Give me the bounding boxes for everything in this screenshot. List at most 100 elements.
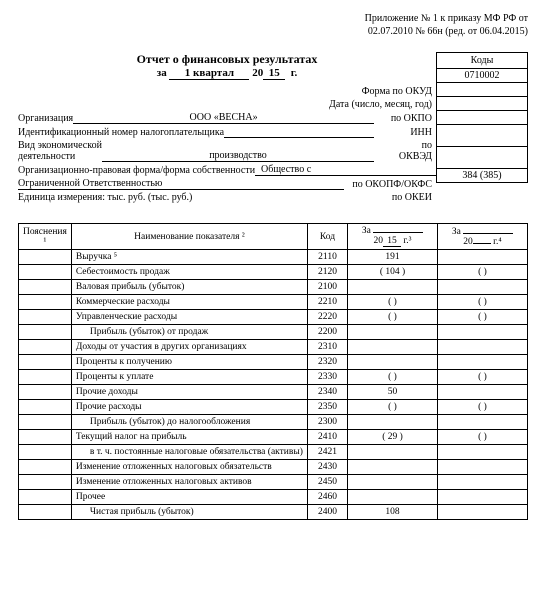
table-row: в т. ч. постоянные налоговые обязательст… <box>19 445 528 460</box>
cell-p2: ( ) <box>438 265 528 280</box>
cell-p1 <box>348 280 438 295</box>
period-year: 15 <box>263 67 285 80</box>
cell-p2 <box>438 280 528 295</box>
cell-expl <box>19 475 72 490</box>
cell-p2 <box>438 460 528 475</box>
cell-name: Управленческие расходы <box>71 310 307 325</box>
form-label: Организационно-правовая форма/форма собс… <box>18 165 255 176</box>
okved-value <box>437 125 528 147</box>
cell-name: Коммерческие расходы <box>71 295 307 310</box>
activity-label: Вид экономической деятельности <box>18 140 102 162</box>
inn-label: Идентификационный номер налогоплательщик… <box>18 127 224 138</box>
cell-code: 2350 <box>308 400 348 415</box>
cell-p1 <box>348 475 438 490</box>
table-row: Прочее2460 <box>19 490 528 505</box>
th-explanations: Пояснения ¹ <box>19 224 72 250</box>
cell-p2 <box>438 355 528 370</box>
cell-name: Проценты к получению <box>71 355 307 370</box>
cell-name: Прочие доходы <box>71 385 307 400</box>
org-value: ООО «ВЕСНА» <box>73 112 374 124</box>
cell-expl <box>19 445 72 460</box>
cell-name: Проценты к уплате <box>71 370 307 385</box>
period-prefix: за <box>157 67 167 79</box>
cell-expl <box>19 280 72 295</box>
cell-name: Изменение отложенных налоговых активов <box>71 475 307 490</box>
date-label: Дата (число, месяц, год) <box>329 99 436 110</box>
period-quarter: 1 квартал <box>169 67 249 80</box>
cell-expl <box>19 310 72 325</box>
appendix-line1: Приложение № 1 к приказу МФ РФ от <box>18 12 528 25</box>
cell-p2: ( ) <box>438 310 528 325</box>
cell-code: 2310 <box>308 340 348 355</box>
report-title: Отчет о финансовых результатах <box>18 52 436 67</box>
table-row: Проценты к получению2320 <box>19 355 528 370</box>
codes-header: Коды <box>437 53 528 69</box>
cell-expl <box>19 355 72 370</box>
table-row: Прочие доходы234050 <box>19 385 528 400</box>
cell-name: Доходы от участия в других организациях <box>71 340 307 355</box>
table-row: Валовая прибыль (убыток)2100 <box>19 280 528 295</box>
okpo-label: по ОКПО <box>374 113 436 124</box>
cell-code: 2460 <box>308 490 348 505</box>
cell-expl <box>19 265 72 280</box>
cell-p2 <box>438 250 528 265</box>
cell-code: 2110 <box>308 250 348 265</box>
cell-code: 2330 <box>308 370 348 385</box>
table-row: Изменение отложенных налоговых обязатель… <box>19 460 528 475</box>
cell-p1: ( ) <box>348 295 438 310</box>
cell-p1: ( ) <box>348 400 438 415</box>
cell-p2: ( ) <box>438 370 528 385</box>
cell-expl <box>19 430 72 445</box>
cell-name: Прибыль (убыток) от продаж <box>71 325 307 340</box>
cell-code: 2400 <box>308 505 348 520</box>
inn-value <box>224 126 374 138</box>
cell-p1: ( ) <box>348 370 438 385</box>
cell-expl <box>19 460 72 475</box>
org-label: Организация <box>18 113 73 124</box>
table-row: Коммерческие расходы2210( )( ) <box>19 295 528 310</box>
cell-name: Текущий налог на прибыль <box>71 430 307 445</box>
cell-p2 <box>438 325 528 340</box>
cell-name: Прочие расходы <box>71 400 307 415</box>
table-row: Доходы от участия в других организациях2… <box>19 340 528 355</box>
table-row: Проценты к уплате2330( )( ) <box>19 370 528 385</box>
cell-p1 <box>348 325 438 340</box>
th-name: Наименование показателя ² <box>71 224 307 250</box>
appendix-line2: 02.07.2010 № 66н (ред. от 06.04.2015) <box>18 25 528 38</box>
cell-code: 2300 <box>308 415 348 430</box>
cell-p2 <box>438 505 528 520</box>
table-row: Прочие расходы2350( )( ) <box>19 400 528 415</box>
cell-p1 <box>348 415 438 430</box>
cell-expl <box>19 325 72 340</box>
okei-label: по ОКЕИ <box>374 192 436 203</box>
form-value2: Ограниченной Ответственностью <box>18 178 344 190</box>
cell-expl <box>19 385 72 400</box>
report-period: за 1 квартал 2015 г. <box>18 67 436 80</box>
cell-p1 <box>348 460 438 475</box>
period-suffix: г. <box>291 67 298 79</box>
cell-code: 2120 <box>308 265 348 280</box>
inn-code-value <box>437 111 528 125</box>
appendix-note: Приложение № 1 к приказу МФ РФ от 02.07.… <box>18 12 528 38</box>
cell-p2 <box>438 490 528 505</box>
cell-p1: 50 <box>348 385 438 400</box>
cell-p1: ( ) <box>348 310 438 325</box>
table-row: Выручка ⁵2110191 <box>19 250 528 265</box>
cell-expl <box>19 250 72 265</box>
okud-value: 0710002 <box>437 69 528 83</box>
cell-expl <box>19 295 72 310</box>
okei-value: 384 (385) <box>437 169 528 183</box>
cell-name: Прочее <box>71 490 307 505</box>
main-table: Пояснения ¹ Наименование показателя ² Ко… <box>18 223 528 520</box>
cell-expl <box>19 340 72 355</box>
form-value: Общество с <box>255 164 436 176</box>
date-value <box>437 83 528 97</box>
cell-p2 <box>438 445 528 460</box>
cell-code: 2200 <box>308 325 348 340</box>
cell-name: Чистая прибыль (убыток) <box>71 505 307 520</box>
okud-label: Форма по ОКУД <box>362 86 436 97</box>
activity-value: производство <box>102 150 374 162</box>
cell-p2: ( ) <box>438 295 528 310</box>
cell-p1: 191 <box>348 250 438 265</box>
cell-expl <box>19 505 72 520</box>
